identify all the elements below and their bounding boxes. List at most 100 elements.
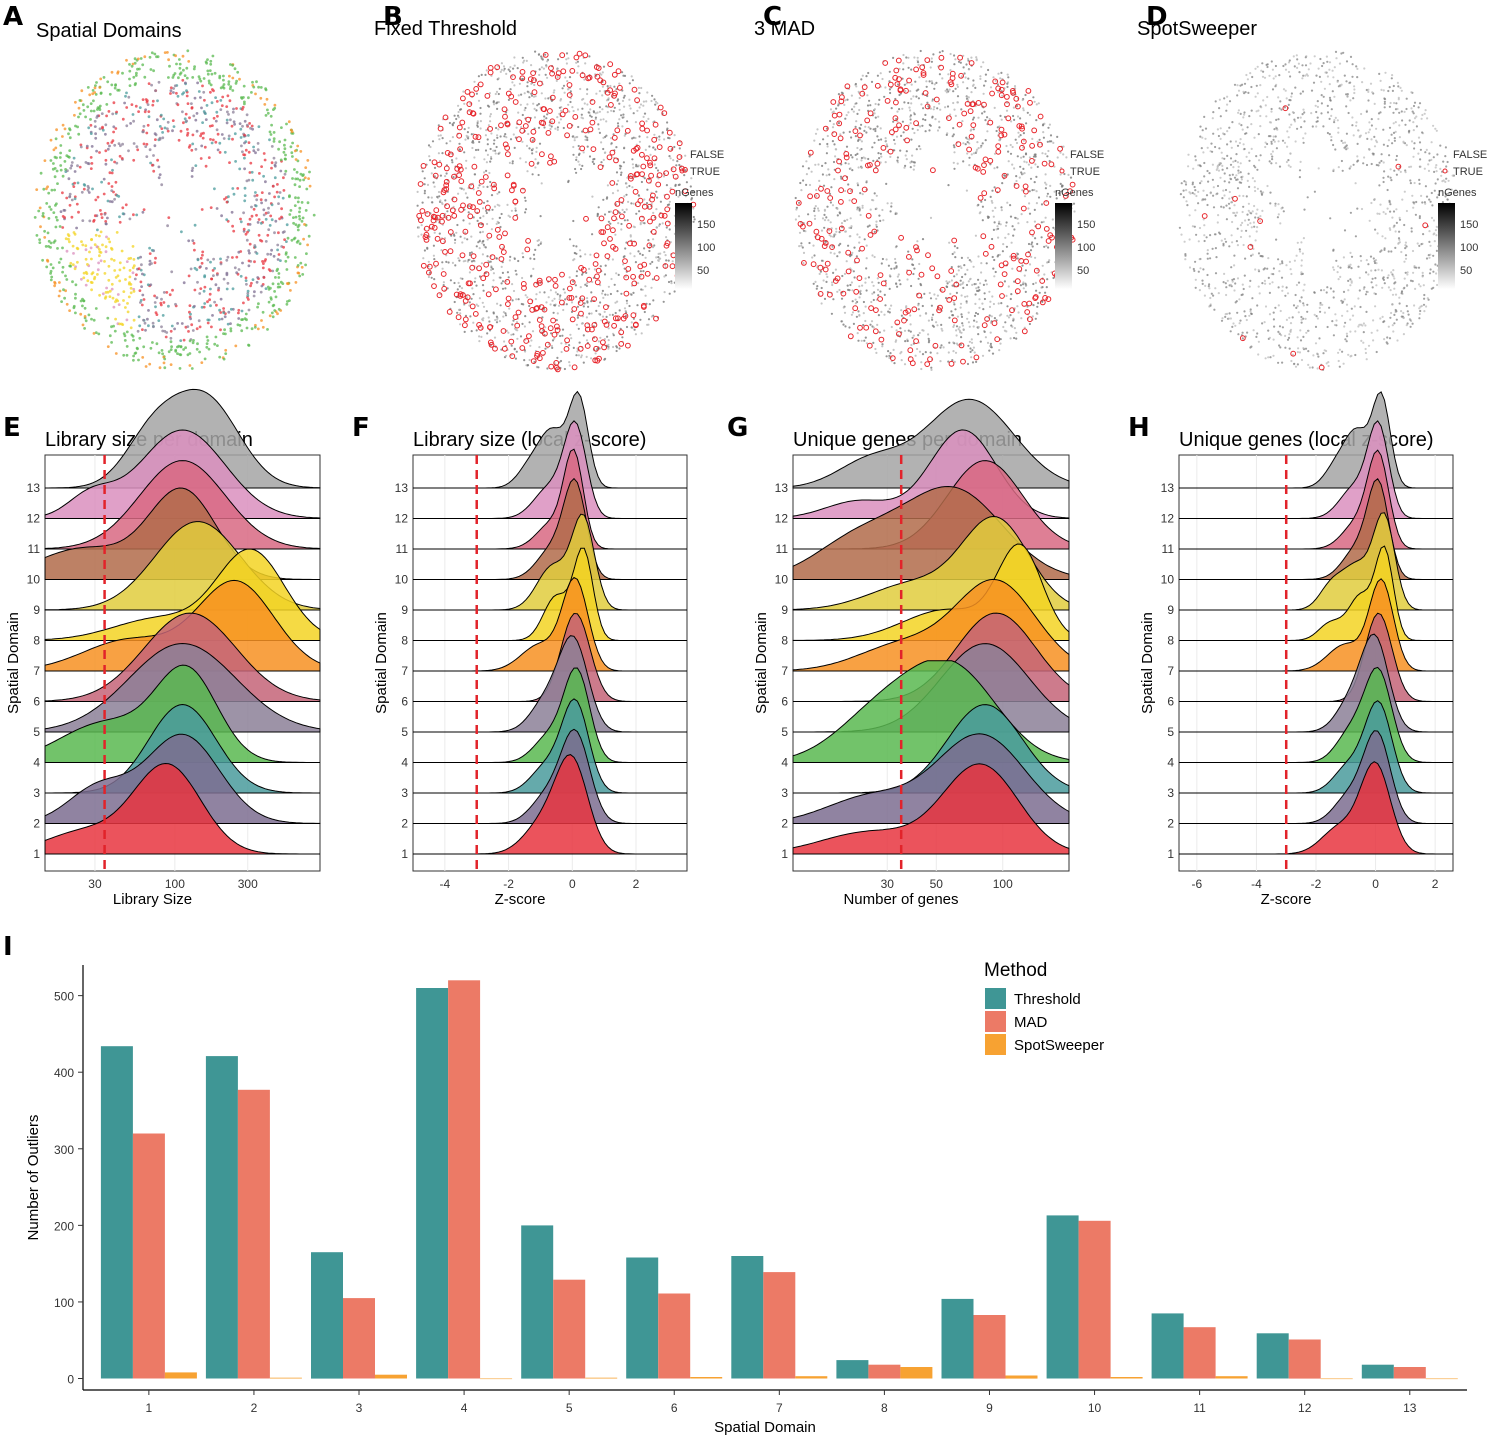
spot xyxy=(653,163,656,166)
spot xyxy=(502,311,505,314)
spot xyxy=(993,186,996,189)
spot xyxy=(590,291,593,294)
spot xyxy=(205,342,209,345)
outlier-spot xyxy=(548,363,555,370)
spot xyxy=(1060,190,1063,193)
spot xyxy=(623,307,627,310)
spot xyxy=(621,125,624,128)
spot xyxy=(242,96,245,99)
spot xyxy=(805,173,809,176)
spot xyxy=(107,182,111,185)
outlier-spot xyxy=(520,187,526,194)
spot xyxy=(227,134,231,138)
spot xyxy=(438,232,441,235)
spot xyxy=(235,255,239,259)
spot xyxy=(82,276,86,280)
spot xyxy=(666,203,670,207)
spot xyxy=(607,345,610,348)
spot xyxy=(92,332,96,335)
spot xyxy=(607,220,611,223)
spot xyxy=(63,160,67,163)
spot xyxy=(644,148,647,151)
spot xyxy=(277,195,281,199)
outlier-spot xyxy=(666,129,673,136)
spot xyxy=(82,271,86,275)
spot xyxy=(196,280,199,284)
spot xyxy=(476,219,479,222)
spot xyxy=(278,191,282,194)
spot xyxy=(212,257,216,261)
spot xyxy=(206,300,209,304)
spot xyxy=(206,321,210,325)
spot xyxy=(191,76,195,79)
spot xyxy=(586,136,589,139)
spot xyxy=(227,195,230,199)
spot xyxy=(450,234,453,237)
spot xyxy=(952,325,955,328)
spot xyxy=(222,74,225,78)
spot xyxy=(214,119,218,123)
spot xyxy=(228,161,231,165)
spot xyxy=(423,192,426,195)
spot xyxy=(531,152,534,155)
spot xyxy=(904,340,907,343)
spot xyxy=(913,161,916,164)
spot xyxy=(954,256,957,259)
spot xyxy=(926,101,929,104)
outlier-spot xyxy=(863,324,870,331)
spot xyxy=(536,104,539,107)
outlier-spot xyxy=(663,242,670,249)
spot xyxy=(209,83,213,87)
spot xyxy=(620,165,623,168)
spot xyxy=(999,114,1002,117)
outlier-spot xyxy=(647,162,654,169)
spot xyxy=(176,94,180,98)
spot xyxy=(652,211,655,214)
spot xyxy=(971,118,975,121)
spot xyxy=(432,181,435,184)
spot xyxy=(132,338,135,342)
spot xyxy=(862,323,865,327)
outlier-spot xyxy=(426,269,432,276)
spot xyxy=(482,243,485,246)
spot xyxy=(215,128,219,132)
spot xyxy=(423,189,426,192)
spot xyxy=(451,136,454,139)
spot xyxy=(103,212,107,216)
outlier-spot xyxy=(646,203,653,210)
outlier-spot xyxy=(559,52,566,59)
spot xyxy=(227,137,231,141)
spot xyxy=(202,110,206,113)
spot xyxy=(691,190,694,193)
outlier-spot xyxy=(639,125,646,132)
spot xyxy=(946,105,950,108)
outlier-spot xyxy=(968,60,975,66)
outlier-spot xyxy=(1010,255,1017,262)
spot xyxy=(1009,215,1013,218)
outlier-spot xyxy=(920,72,927,78)
spot xyxy=(110,185,114,188)
spot xyxy=(206,72,210,76)
spot xyxy=(146,123,150,127)
spot xyxy=(981,219,984,222)
spot xyxy=(243,194,247,198)
spot xyxy=(665,184,669,187)
spot xyxy=(74,283,78,287)
spot xyxy=(500,212,503,216)
outlier-spot xyxy=(1005,115,1012,122)
spot xyxy=(500,282,503,285)
spot xyxy=(975,150,978,153)
spot xyxy=(612,133,615,136)
spot xyxy=(485,161,488,164)
outlier-spot xyxy=(472,133,479,140)
spot xyxy=(1000,313,1003,316)
spot xyxy=(845,114,848,117)
spot xyxy=(1032,155,1036,158)
spot xyxy=(585,271,588,274)
spot xyxy=(927,105,930,108)
outlier-spot xyxy=(831,131,838,138)
spot xyxy=(486,255,489,258)
outlier-spot xyxy=(586,276,593,283)
spot xyxy=(497,152,500,155)
outlier-spot xyxy=(995,85,1002,92)
